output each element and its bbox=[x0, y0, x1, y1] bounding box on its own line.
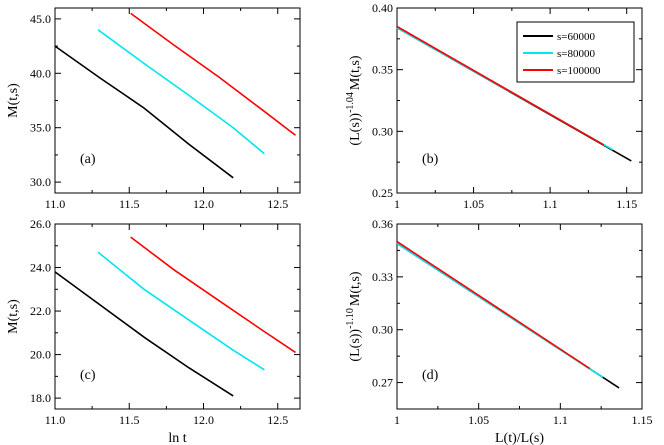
legend-label: s=100000 bbox=[557, 65, 601, 77]
x-tick-label: 11.0 bbox=[45, 197, 66, 211]
x-tick-label: 12.0 bbox=[193, 197, 214, 211]
panel-tag: (b) bbox=[422, 152, 439, 167]
x-tick-label: 1.15 bbox=[616, 197, 637, 211]
series-line-s-60000 bbox=[54, 45, 234, 179]
y-axis-label-exponent: -1.04 bbox=[345, 92, 356, 113]
y-tick-label: 0.27 bbox=[372, 376, 393, 390]
y-tick-label: 30.0 bbox=[30, 175, 51, 189]
panel-tag: (c) bbox=[80, 368, 96, 383]
y-axis-label: (L(s))-1.10 M(t,s) bbox=[345, 271, 363, 361]
series-line-s-80000 bbox=[97, 29, 265, 155]
y-tick-label: 0.33 bbox=[372, 270, 393, 284]
legend-label: s=60000 bbox=[557, 31, 595, 43]
y-tick-label: 26.0 bbox=[30, 217, 51, 231]
series-line-s-100000 bbox=[396, 25, 605, 146]
legend-label: s=80000 bbox=[557, 48, 595, 60]
x-tick-label: 11.0 bbox=[45, 413, 66, 427]
y-tick-label: 0.40 bbox=[372, 1, 393, 15]
x-tick-label: 1 bbox=[394, 413, 400, 427]
series-line-s-100000 bbox=[396, 240, 591, 370]
y-tick-label: 24.0 bbox=[30, 261, 51, 275]
x-tick-label: 1.1 bbox=[543, 197, 558, 211]
x-tick-label: 11.5 bbox=[119, 413, 140, 427]
panel-b: 1 1.05 1.1 1.15 0.25 0.30 0.35 0.40 (b) (L(s))-1.… bbox=[345, 1, 643, 211]
y-tick-label: 45.0 bbox=[30, 12, 51, 26]
y-tick-label: 0.36 bbox=[372, 217, 393, 231]
series-line-s-100000 bbox=[130, 12, 296, 136]
y-tick-label: 22.0 bbox=[30, 304, 51, 318]
x-tick-label: 12.5 bbox=[267, 413, 288, 427]
x-tick-label: 1.05 bbox=[468, 413, 489, 427]
x-tick-label: 1.05 bbox=[463, 197, 484, 211]
x-tick-label: 1 bbox=[394, 197, 400, 211]
y-tick-label: 0.25 bbox=[372, 186, 393, 200]
y-tick-label: 18.0 bbox=[30, 391, 51, 405]
series-line-s-60000 bbox=[54, 271, 234, 397]
y-tick-label: 0.35 bbox=[372, 63, 393, 77]
panel-c: 11.0 11.5 12.0 12.5 18.0 20.0 22.0 24.0 26.0 (c) M… bbox=[6, 217, 301, 445]
series-line-s-100000 bbox=[130, 236, 296, 354]
y-axis-label-main: (L(s)) bbox=[348, 113, 363, 146]
x-tick-label: 12.0 bbox=[193, 413, 214, 427]
y-axis-label: M(t,s) bbox=[6, 299, 21, 334]
x-tick-label: 1.15 bbox=[632, 413, 653, 427]
x-axis-label: ln t bbox=[168, 431, 186, 445]
x-axis-label: L(t)/L(s) bbox=[495, 431, 544, 445]
y-axis-label: M(t,s) bbox=[6, 83, 21, 118]
panel-tag: (d) bbox=[422, 368, 439, 383]
y-tick-label: 0.30 bbox=[372, 124, 393, 138]
y-tick-label: 40.0 bbox=[30, 66, 51, 80]
y-axis-label-main: (L(s)) bbox=[348, 329, 363, 362]
plot-frame bbox=[54, 223, 301, 410]
x-tick-label: 12.5 bbox=[267, 197, 288, 211]
y-axis-label-tail: M(t,s) bbox=[348, 55, 363, 90]
y-tick-label: 0.30 bbox=[372, 323, 393, 337]
panel-tag: (a) bbox=[80, 152, 96, 167]
x-tick-label: 1.1 bbox=[553, 413, 568, 427]
x-tick-label: 11.5 bbox=[119, 197, 140, 211]
series-line-s-80000 bbox=[97, 251, 265, 371]
y-tick-label: 35.0 bbox=[30, 121, 51, 135]
y-axis-label: (L(s))-1.04 M(t,s) bbox=[345, 55, 363, 145]
y-axis-label-exponent: -1.10 bbox=[345, 308, 356, 329]
y-axis-label-tail: M(t,s) bbox=[348, 271, 363, 306]
panel-a: 11.0 11.5 12.0 12.5 30.0 35.0 40.0 45.0 (a) M(t,s… bbox=[6, 7, 301, 211]
y-tick-label: 20.0 bbox=[30, 348, 51, 362]
panel-d: 1 1.05 1.1 1.15 0.27 0.30 0.33 0.36 (d) (L(s))-1.… bbox=[345, 217, 653, 445]
